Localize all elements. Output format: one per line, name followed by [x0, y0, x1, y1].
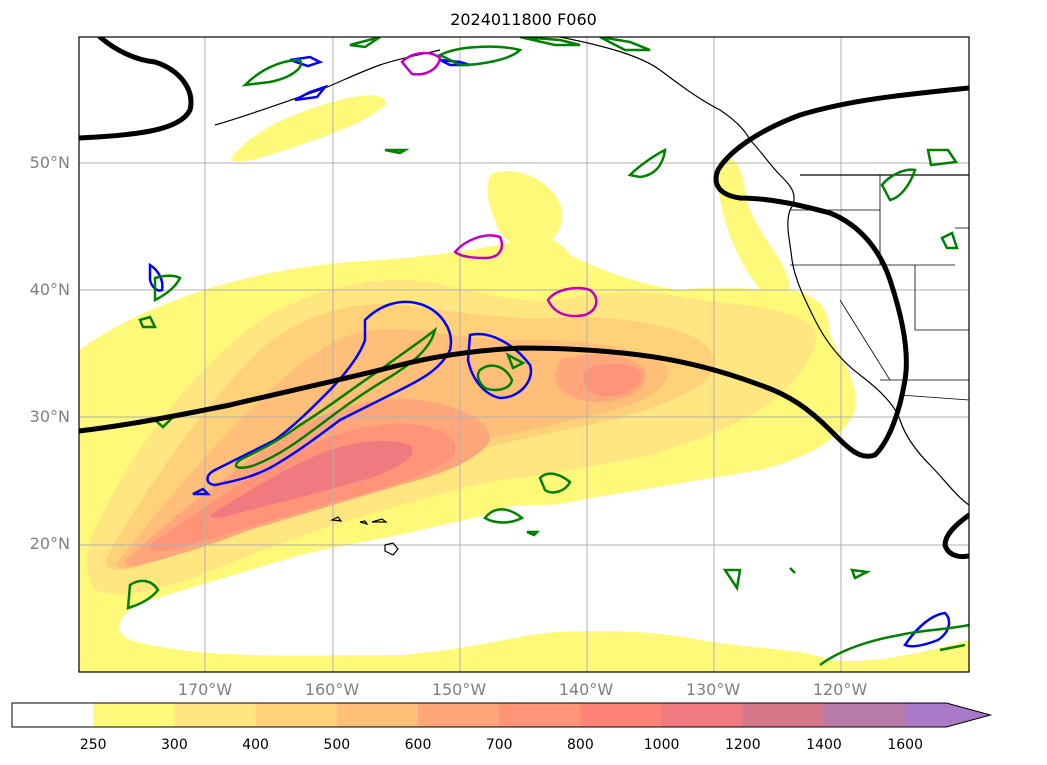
longitude-label: 170°W	[177, 680, 233, 699]
green-contour-east	[476, 352, 526, 392]
map-title: 2024011800 F060	[450, 10, 597, 29]
colorbar-tick-label: 800	[567, 737, 594, 753]
green-contour-north	[241, 37, 959, 250]
colorbar-segment	[255, 703, 338, 727]
colorbar-tick-label: 500	[323, 737, 351, 753]
latitude-label: 50°N	[29, 153, 70, 172]
graticule	[79, 37, 969, 672]
colorbar-segment	[824, 703, 906, 727]
ivt-shading	[79, 95, 969, 672]
hawaii	[329, 516, 399, 556]
longitude-label: 140°W	[558, 680, 614, 699]
state-borders	[790, 175, 969, 401]
ivt-shade-700-east	[583, 363, 642, 397]
colorbar-segment	[418, 703, 500, 727]
colorbar-segment	[580, 703, 663, 727]
colorbar-tick-label: 1200	[724, 737, 761, 753]
ivt-shade-250-coast	[717, 157, 790, 290]
magenta-contour-east	[546, 286, 598, 318]
colorbar-segment	[742, 703, 825, 727]
latitude-label: 30°N	[29, 407, 70, 426]
colorbar-tick-label: 400	[242, 737, 269, 753]
ivt-shade-250-alaska	[230, 95, 386, 162]
north-america-coast	[559, 37, 969, 506]
colorbar	[11, 702, 993, 728]
blue-contour-se	[903, 611, 951, 648]
ivt-shade-250-north	[487, 171, 563, 249]
jet-line-se	[942, 512, 969, 560]
colorbar-segment	[661, 703, 744, 727]
colorbar-outline	[11, 702, 993, 728]
colorbar-tick-label: 600	[404, 737, 432, 753]
jet-line-nw	[79, 37, 194, 141]
colorbar-segment	[174, 703, 257, 727]
colorbar-tick-label: 300	[161, 737, 188, 753]
colorbar-segment	[93, 703, 175, 727]
latitude-label: 40°N	[29, 280, 70, 299]
longitude-label: 130°W	[685, 680, 741, 699]
map-frame	[78, 36, 970, 673]
colorbar-tick-label: 1000	[643, 737, 680, 753]
green-contours	[126, 37, 969, 667]
colorbar-segment	[336, 703, 419, 727]
magenta-contours	[400, 51, 598, 318]
jet-line-main	[79, 85, 969, 459]
colorbar-extend-arrow	[905, 703, 991, 727]
latitude-label: 20°N	[29, 534, 70, 553]
longitude-label: 160°W	[304, 680, 360, 699]
colorbar-tick-label: 1600	[887, 737, 923, 753]
jet-lines	[79, 37, 969, 560]
longitude-label: 120°W	[812, 680, 868, 699]
colorbar-tick-label: 1400	[806, 737, 842, 753]
colorbar-tick-label: 700	[485, 737, 513, 753]
colorbar-segment	[12, 703, 94, 727]
map-plot-area	[79, 37, 969, 672]
magenta-contour-top	[400, 51, 442, 76]
colorbar-tick-label: 250	[79, 737, 107, 753]
colorbar-segment	[499, 703, 581, 727]
green-contour-mid	[483, 472, 572, 537]
green-contour-south	[126, 567, 969, 667]
blue-contour-east	[466, 332, 533, 400]
ivt-shade-800	[210, 440, 413, 518]
blue-contour-west	[148, 262, 164, 292]
green-contour-main	[234, 326, 438, 469]
blue-contour-main	[206, 300, 453, 487]
magenta-contour-north	[453, 234, 504, 260]
blue-contour-small	[192, 487, 212, 496]
longitude-label: 150°W	[431, 680, 487, 699]
